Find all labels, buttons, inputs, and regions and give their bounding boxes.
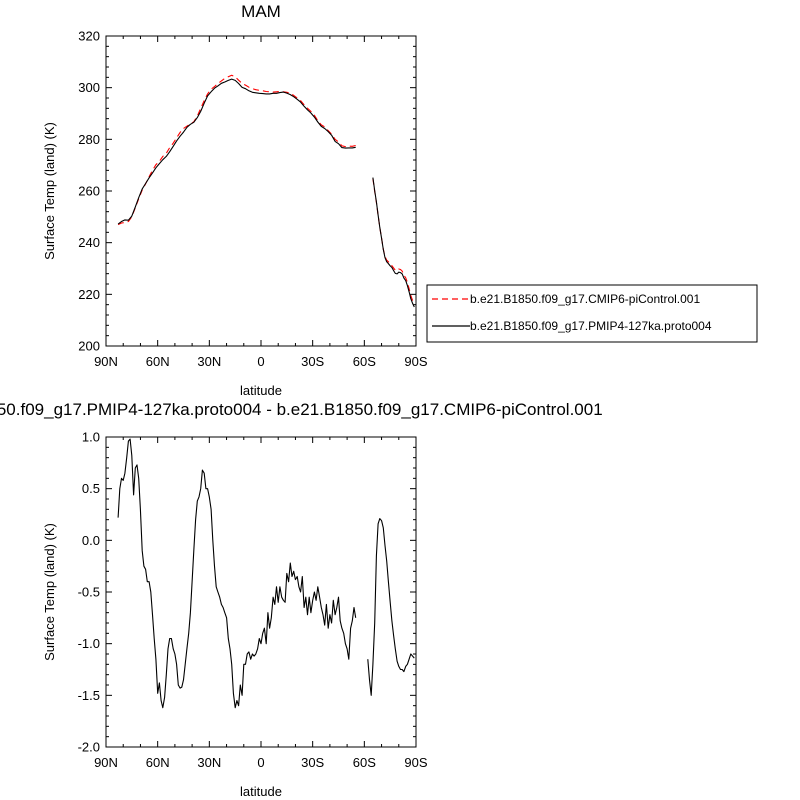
bottom-y-tick-label: 0.0 xyxy=(82,533,100,548)
top-x-tick-label: 90N xyxy=(94,354,118,369)
top-y-tick-label: 280 xyxy=(78,132,100,147)
bottom-x-tick-label: 30N xyxy=(197,755,221,770)
top-y-tick-label: 240 xyxy=(78,235,100,250)
bottom-y-axis-label: Surface Temp (land) (K) xyxy=(42,523,57,661)
legend-box xyxy=(426,284,758,343)
bottom-x-tick-label: 60S xyxy=(353,755,376,770)
bottom-x-tick-label: 0 xyxy=(257,755,264,770)
top-x-tick-label: 30N xyxy=(197,354,221,369)
top-series-1-line-segment-2 xyxy=(372,178,415,305)
top-x-tick-label: 30S xyxy=(301,354,324,369)
top-y-tick-label: 320 xyxy=(78,29,100,44)
bottom-x-tick-label: 90N xyxy=(94,755,118,770)
bottom-x-axis: 90N 60N 30N 0 30S 60S 90S xyxy=(94,437,428,770)
bottom-plot-frame xyxy=(105,436,417,748)
bottom-series-1-line-segment-1 xyxy=(117,438,357,709)
top-series-lines xyxy=(117,74,415,308)
top-series-2-line-segment-1 xyxy=(117,78,356,225)
top-plot-frame xyxy=(105,35,417,347)
top-x-tick-label: 60S xyxy=(353,354,376,369)
top-series-2-line-segment-2 xyxy=(372,177,415,308)
legend-label-piControl: b.e21.B1850.f09_g17.CMIP6-piControl.001 xyxy=(470,292,700,306)
bottom-x-tick-label: 30S xyxy=(301,755,324,770)
bottom-x-tick-label: 90S xyxy=(404,755,427,770)
bottom-series-1-line-segment-2 xyxy=(367,518,415,696)
top-series-1-line-segment-1 xyxy=(117,74,356,226)
top-x-axis: 90N 60N 30N 0 30S 60S 90S xyxy=(94,36,428,369)
bottom-y-axis: -2.0 -1.5 -1.0 -0.5 0.0 0.5 1.0 xyxy=(78,430,416,755)
bottom-y-tick-label: 1.0 xyxy=(82,430,100,445)
bottom-y-tick-label: -0.5 xyxy=(78,585,100,600)
bottom-x-tick-label: 60N xyxy=(146,755,170,770)
top-x-axis-label: latitude xyxy=(240,383,282,398)
bottom-y-tick-label: 0.5 xyxy=(82,481,100,496)
top-y-tick-label: 300 xyxy=(78,80,100,95)
legend: b.e21.B1850.f09_g17.CMIP6-piControl.001 … xyxy=(426,284,758,343)
top-x-tick-label: 60N xyxy=(146,354,170,369)
bottom-y-tick-label: -1.5 xyxy=(78,688,100,703)
bottom-x-axis-label: latitude xyxy=(240,784,282,799)
top-chart-title: MAM xyxy=(241,2,281,21)
bottom-y-tick-label: -2.0 xyxy=(78,740,100,755)
bottom-panel: b.e21.B1850.f09_g17.PMIP4-127ka.proto004… xyxy=(0,400,603,799)
legend-label-127ka: b.e21.B1850.f09_g17.PMIP4-127ka.proto004 xyxy=(470,319,712,333)
top-x-tick-label: 90S xyxy=(404,354,427,369)
top-y-tick-label: 260 xyxy=(78,184,100,199)
top-x-tick-label: 0 xyxy=(257,354,264,369)
bottom-chart-title: b.e21.B1850.f09_g17.PMIP4-127ka.proto004… xyxy=(0,400,603,419)
top-y-tick-label: 220 xyxy=(78,287,100,302)
top-y-tick-label: 200 xyxy=(78,339,100,354)
top-panel: MAM 200 220 240 260 280 300 320 90N 60N 30N 0 30S 6… xyxy=(42,2,758,398)
top-y-axis: 200 220 240 260 280 300 320 xyxy=(78,29,416,354)
top-y-axis-label: Surface Temp (land) (K) xyxy=(42,122,57,260)
bottom-series-lines xyxy=(117,438,415,709)
bottom-y-tick-label: -1.0 xyxy=(78,636,100,651)
